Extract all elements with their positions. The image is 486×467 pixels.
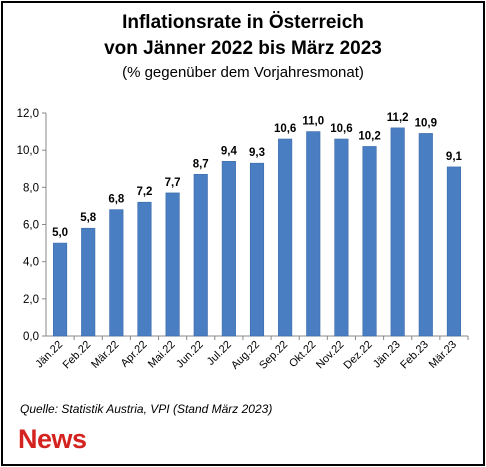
bar-value-label: 7,2 [136, 186, 152, 198]
y-tick-label: 12,0 [17, 108, 39, 120]
bar-value-label: 10,9 [415, 117, 437, 129]
bar [137, 201, 152, 337]
y-tick-label: 2,0 [23, 294, 39, 306]
x-tick-label: Sep.22 [257, 339, 290, 372]
bar-value-label: 5,8 [80, 212, 97, 224]
y-tick-label: 10,0 [17, 145, 39, 157]
x-tick-label: Aug.22 [229, 339, 262, 372]
x-tick-label: Jän.23 [371, 339, 403, 371]
x-tick-label: Mär.22 [89, 339, 121, 371]
chart-title-line2: von Jänner 2022 bis März 2023 [104, 38, 382, 59]
bar [390, 127, 405, 337]
bar-value-label: 11,2 [387, 112, 409, 124]
bar-value-label: 8,7 [193, 158, 209, 170]
bar [53, 242, 68, 337]
bar [306, 131, 321, 337]
source-note: Quelle: Statistik Austria, VPI (Stand Mä… [20, 402, 273, 416]
bar [334, 138, 349, 337]
x-tick-label: Mai.22 [146, 339, 178, 371]
x-tick-label: Okt.22 [287, 339, 318, 370]
chart-subtitle: (% gegenüber dem Vorjahresmonat) [122, 64, 364, 81]
bar-value-label: 11,0 [302, 116, 324, 128]
x-tick-label: Dez.22 [342, 339, 375, 372]
bar-value-label: 6,8 [108, 194, 125, 206]
bar [278, 138, 293, 337]
x-tick-label: Feb.23 [398, 339, 431, 372]
news-logo: News [18, 424, 87, 454]
bar-value-label: 10,6 [330, 123, 352, 135]
bar [446, 166, 461, 337]
bar-value-label: 10,2 [358, 130, 380, 142]
bar-value-label: 9,1 [446, 151, 463, 163]
bar [109, 209, 124, 337]
bar-value-label: 9,4 [221, 145, 238, 157]
y-tick-label: 6,0 [23, 220, 39, 232]
x-tick-label: Mär.23 [427, 339, 459, 371]
x-tick-label: Jun.22 [174, 339, 206, 371]
bar-value-label: 7,7 [165, 177, 181, 189]
bar [193, 174, 208, 337]
bar [221, 161, 236, 337]
bar-value-label: 5,0 [52, 227, 68, 239]
x-tick-label: Nov.22 [314, 339, 347, 372]
bar [81, 227, 96, 337]
x-tick-label: Apr.22 [119, 339, 150, 370]
y-tick-label: 0,0 [23, 331, 39, 343]
x-tick-label: Feb.22 [61, 339, 94, 372]
bar-value-label: 9,3 [249, 147, 265, 159]
bar [362, 146, 377, 337]
bar [418, 133, 433, 337]
y-tick-label: 8,0 [23, 182, 39, 194]
bar-value-label: 10,6 [274, 123, 296, 135]
bar [249, 162, 265, 337]
x-tick-label: Jän.22 [33, 339, 65, 371]
bar [165, 192, 180, 337]
y-tick-label: 4,0 [23, 257, 39, 269]
chart-title-line1: Inflationsrate in Österreich [122, 12, 364, 33]
